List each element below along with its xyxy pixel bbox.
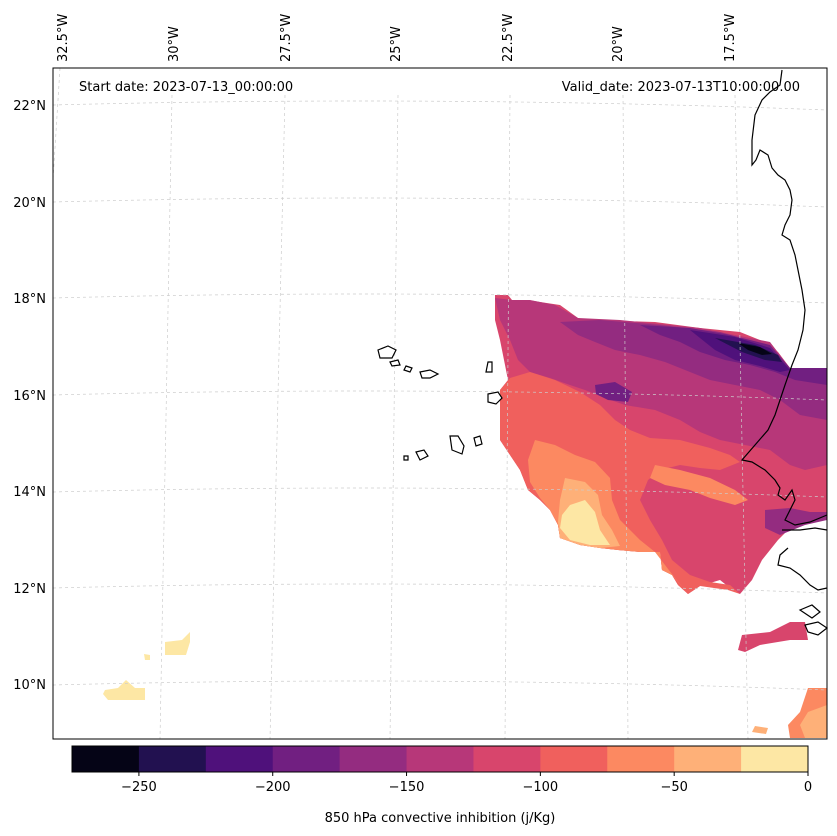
lon-label: 17.5°W [723,14,738,62]
contour-band-225 [690,330,790,372]
colorbar-tick-label: −150 [389,780,425,795]
island-sal [377,345,397,359]
colorbar-frame [71,745,809,773]
contour-band-275 [738,343,772,355]
coast-guinea-islands [798,604,829,636]
island-small [403,455,409,461]
colorbar-segment [540,746,608,772]
colorbar-tick-label: 0 [804,780,812,795]
colorbar-segment [272,746,341,772]
latitude-labels: 22°N 20°N 18°N 16°N 14°N 12°N 10°N [13,99,46,693]
colorbar-segment [205,746,274,772]
island-sao-vicente [403,365,413,373]
colorbar-tick-label: −200 [255,780,291,795]
lat-label: 20°N [13,196,46,211]
lon-label: 27.5°W [279,14,294,62]
lat-label: 14°N [13,485,46,500]
colorbar-tick-label: −250 [121,780,157,795]
coast-gambia [782,527,828,531]
island-santiago [449,435,465,455]
colorbar-segment [339,746,408,772]
lat-label: 10°N [13,678,46,693]
contour-band-100 [500,372,740,594]
colorbar-ticks: −250 −200 −150 −100 −50 0 [121,772,812,795]
colorbar-tick-label: −50 [660,780,687,795]
lon-label: 22.5°W [501,14,516,62]
lon-label: 32.5°W [56,14,71,62]
lat-label: 16°N [13,389,46,404]
lat-label: 12°N [13,582,46,597]
lon-label: 30°W [167,26,182,62]
coast-guinea [777,547,828,591]
lat-label: 22°N [13,99,46,114]
filled-contours [103,295,827,738]
colorbar-segment [741,746,809,772]
contour-fragment-small-se [752,726,768,734]
colorbar-segment [406,746,474,772]
contour-pocket-coast [765,508,827,535]
start-date-annotation: Start date: 2023-07-13_00:00:00 [79,80,293,95]
island-brava [415,449,429,461]
colorbar-segment [72,746,140,772]
colorbar-segment [473,746,541,772]
lat-label: 18°N [13,292,46,307]
lon-label: 25°W [389,26,404,62]
island-fogo [473,435,483,447]
africa-coastline [740,69,828,526]
contour-fragment-west-c [144,654,150,660]
colorbar-tick-label: −100 [523,780,559,795]
colorbar-label: 850 hPa convective inhibition (j/Kg) [325,811,556,826]
colorbar-segment [674,746,742,772]
coastlines [377,69,829,636]
contour-fragment-west-b [103,680,145,700]
island-maio-b [487,391,503,405]
contour-fragment-west-a [165,632,190,655]
colorbar-segment [138,746,207,772]
island-boa-vista [419,369,440,379]
contour-pocket-16n [595,382,632,402]
contour-fragment-11n [738,622,808,652]
valid-date-annotation: Valid_date: 2023-07-13T10:00:00.00 [562,80,800,95]
island-sao-nicolau [389,359,401,367]
gridlines [52,67,828,740]
longitude-labels: 32.5°W 30°W 27.5°W 25°W 22.5°W 20°W 17.5… [56,14,738,62]
contour-band-75 [528,440,685,590]
contour-band-25 [560,500,610,545]
map-frame-border [52,67,828,740]
colorbar-segment [607,746,675,772]
contour-streak-14n [650,465,748,505]
lon-label: 20°W [611,26,626,62]
contour-fragment-9n-inner [800,705,827,738]
island-maio-a [485,361,493,373]
colorbar [71,745,809,773]
